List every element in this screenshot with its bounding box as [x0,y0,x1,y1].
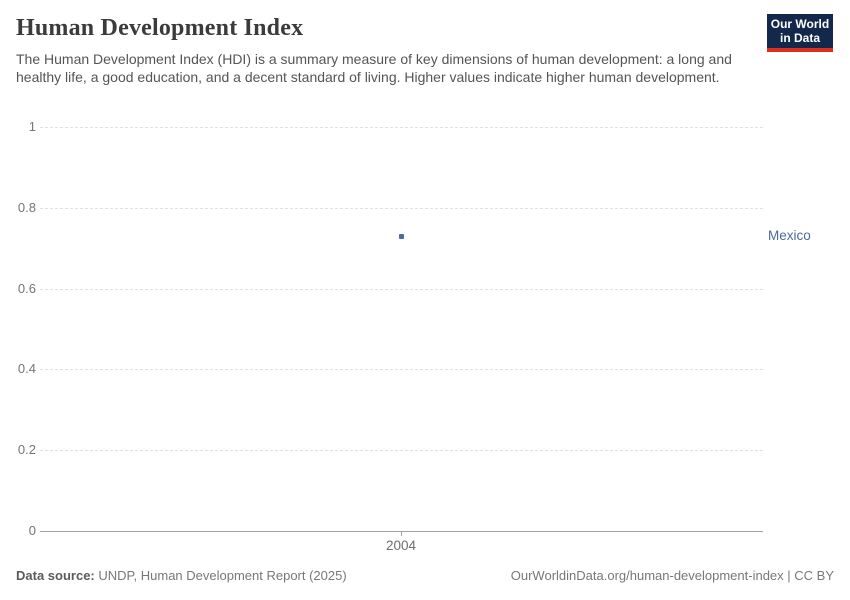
gridline [40,207,763,209]
x-axis-tick-label: 2004 [385,538,417,553]
owid-logo-text: Our World in Data [770,17,830,45]
owid-credit-link[interactable]: OurWorldinData.org/human-development-ind… [510,568,834,583]
chart-header: Human Development Index The Human Develo… [16,14,834,86]
chart-footer: Data source: UNDP, Human Development Rep… [16,568,834,584]
gridline [40,127,763,128]
owid-logo[interactable]: Our World in Data [767,14,833,52]
y-axis-tick-label: 0.4 [17,361,36,377]
data-point-marker[interactable] [399,234,404,240]
y-axis-tick-label: 0.6 [17,280,36,296]
data-source-note: Data source: UNDP, Human Development Rep… [16,568,347,584]
entity-label[interactable]: Mexico [768,228,811,244]
y-axis-tick-label: 0.8 [17,199,36,215]
y-axis-tick-label: 0 [28,523,36,538]
data-source-text: UNDP, Human Development Report (2025) [94,568,347,583]
chart-title: Human Development Index [16,15,304,41]
gridline [40,288,763,290]
chart-subtitle: The Human Development Index (HDI) is a s… [16,51,732,85]
gridline [40,369,763,371]
y-axis-tick-label: 0.2 [17,442,36,458]
gridline [40,450,763,452]
y-axis-tick-label: 1 [28,119,36,134]
x-axis-tick-mark [401,531,402,536]
data-source-label: Data source: [16,568,95,583]
